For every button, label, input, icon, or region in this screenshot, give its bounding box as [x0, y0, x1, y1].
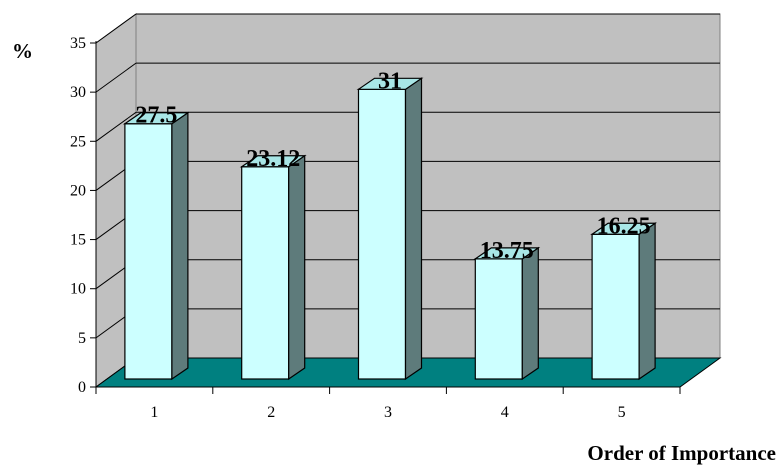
- data-label: 16.25: [597, 213, 651, 239]
- x-tick-label: 1: [150, 404, 158, 421]
- bar-side: [171, 111, 189, 381]
- gridline-side: [95, 111, 137, 142]
- bar-top: [122, 112, 190, 125]
- bar-top: [473, 247, 541, 260]
- y-tick-label: 20: [70, 182, 86, 199]
- y-axis-title: %: [12, 39, 33, 63]
- bar: [473, 246, 541, 381]
- x-tick-label: 4: [501, 404, 509, 421]
- data-label: 23.12: [246, 146, 300, 172]
- bar-front: [591, 233, 640, 380]
- x-axis-title: Order of Importance: [587, 441, 776, 465]
- bar-side: [521, 246, 539, 381]
- bars: [122, 77, 658, 381]
- y-tick-label: 0: [78, 379, 86, 396]
- x-tick-label: 3: [384, 404, 392, 421]
- data-labels: 27.5 23.12 31 13.75 16.25: [135, 68, 650, 264]
- bar-side: [288, 154, 306, 381]
- bar-front: [241, 166, 290, 380]
- y-tick-label: 10: [70, 281, 86, 298]
- y-tick-label: 25: [70, 133, 86, 150]
- axes: 0 5 10 15 20 25 30 35 1 2 3 4 5: [70, 35, 681, 421]
- x-tick-label: 2: [267, 404, 275, 421]
- bar-top: [239, 155, 307, 168]
- bar-front: [357, 88, 407, 380]
- bar: [356, 77, 424, 381]
- gridline-side: [95, 13, 137, 44]
- data-label: 13.75: [480, 238, 534, 264]
- bar: [239, 154, 307, 381]
- bar-side: [404, 77, 423, 381]
- bar-side: [638, 222, 656, 381]
- data-label: 27.5: [135, 103, 177, 129]
- data-label: 31: [378, 68, 402, 94]
- bar-front: [474, 258, 523, 380]
- y-tick-label: 5: [78, 330, 86, 347]
- x-tick-label: 5: [618, 404, 626, 421]
- bar-top: [590, 222, 658, 235]
- y-tick-label: 15: [70, 232, 86, 249]
- gridline-side: [95, 62, 137, 93]
- y-tick-label: 30: [70, 84, 86, 101]
- bar-front: [124, 123, 173, 380]
- bar: [590, 222, 658, 381]
- bar: [122, 111, 190, 381]
- y-tick-label: 35: [70, 35, 86, 52]
- bar-top: [356, 77, 424, 90]
